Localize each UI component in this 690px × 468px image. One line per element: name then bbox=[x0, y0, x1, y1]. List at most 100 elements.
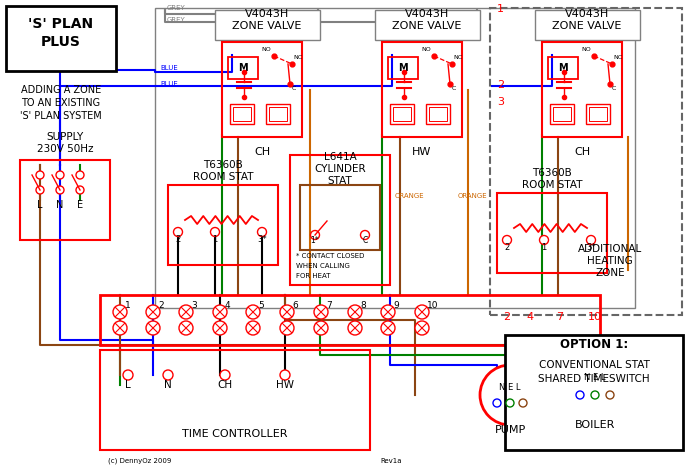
Circle shape bbox=[173, 227, 182, 236]
Text: C: C bbox=[362, 236, 368, 245]
Text: ORANGE: ORANGE bbox=[395, 193, 424, 199]
Text: E: E bbox=[77, 200, 83, 210]
Circle shape bbox=[415, 305, 429, 319]
Text: * CONTACT CLOSED: * CONTACT CLOSED bbox=[296, 253, 364, 259]
Text: V4043H: V4043H bbox=[245, 9, 289, 19]
Bar bbox=[586, 104, 610, 124]
Text: NC: NC bbox=[613, 55, 622, 60]
Text: ROOM STAT: ROOM STAT bbox=[522, 180, 582, 190]
Circle shape bbox=[36, 186, 44, 194]
Circle shape bbox=[56, 171, 64, 179]
Text: ZONE VALVE: ZONE VALVE bbox=[233, 21, 302, 31]
Circle shape bbox=[163, 370, 173, 380]
Text: L: L bbox=[37, 200, 43, 210]
Bar bbox=[548, 57, 578, 79]
Bar bbox=[382, 42, 462, 137]
Text: WHEN CALLING: WHEN CALLING bbox=[296, 263, 350, 269]
Text: SHARED TIMESWITCH: SHARED TIMESWITCH bbox=[538, 374, 650, 384]
Text: 7: 7 bbox=[556, 312, 564, 322]
Bar bbox=[553, 107, 571, 121]
Circle shape bbox=[360, 231, 370, 240]
Text: ADDITIONAL: ADDITIONAL bbox=[578, 244, 642, 254]
Bar bbox=[215, 10, 320, 40]
Bar bbox=[393, 107, 411, 121]
Text: 2: 2 bbox=[504, 312, 511, 322]
Text: 230V 50Hz: 230V 50Hz bbox=[37, 144, 93, 154]
Text: 3*: 3* bbox=[257, 235, 267, 244]
Bar bbox=[388, 57, 418, 79]
Text: 4: 4 bbox=[526, 312, 533, 322]
Text: NC: NC bbox=[453, 55, 462, 60]
Text: GREY: GREY bbox=[167, 5, 186, 11]
Text: PUMP: PUMP bbox=[494, 425, 526, 435]
Circle shape bbox=[480, 365, 540, 425]
Circle shape bbox=[348, 305, 362, 319]
Bar bbox=[230, 104, 254, 124]
Bar bbox=[426, 104, 450, 124]
Bar bbox=[6, 6, 116, 71]
Bar bbox=[550, 104, 574, 124]
Text: BLUE: BLUE bbox=[160, 65, 178, 71]
Circle shape bbox=[280, 321, 294, 335]
Text: SUPPLY: SUPPLY bbox=[46, 132, 83, 142]
Text: C: C bbox=[452, 86, 456, 91]
Text: 2: 2 bbox=[175, 235, 181, 244]
Text: 2: 2 bbox=[504, 243, 510, 252]
Text: T6360B: T6360B bbox=[532, 168, 572, 178]
Text: 'S' PLAN SYSTEM: 'S' PLAN SYSTEM bbox=[20, 111, 102, 121]
Text: ZONE VALVE: ZONE VALVE bbox=[393, 21, 462, 31]
Text: M: M bbox=[238, 63, 248, 73]
Text: N E L: N E L bbox=[500, 383, 521, 392]
Circle shape bbox=[123, 370, 133, 380]
Text: L641A: L641A bbox=[324, 152, 356, 162]
Text: NO: NO bbox=[581, 47, 591, 52]
Text: FOR HEAT: FOR HEAT bbox=[296, 273, 331, 279]
Circle shape bbox=[76, 186, 84, 194]
Text: HEATING: HEATING bbox=[587, 256, 633, 266]
Text: N E L: N E L bbox=[584, 373, 606, 382]
Text: NO: NO bbox=[422, 47, 431, 52]
Text: L: L bbox=[125, 380, 131, 390]
Text: TO AN EXISTING: TO AN EXISTING bbox=[21, 98, 101, 108]
Bar bbox=[233, 107, 251, 121]
Text: 1: 1 bbox=[497, 4, 504, 14]
Text: HW: HW bbox=[413, 147, 432, 157]
Circle shape bbox=[146, 305, 160, 319]
Text: ZONE: ZONE bbox=[595, 268, 625, 278]
Bar bbox=[542, 42, 622, 137]
Text: CH: CH bbox=[217, 380, 233, 390]
Text: BOILER: BOILER bbox=[575, 420, 615, 430]
Text: ZONE VALVE: ZONE VALVE bbox=[552, 21, 622, 31]
Bar bbox=[100, 295, 600, 345]
Bar bbox=[535, 10, 640, 40]
Text: ADDING A ZONE: ADDING A ZONE bbox=[21, 85, 101, 95]
Text: TIME CONTROLLER: TIME CONTROLLER bbox=[182, 429, 288, 439]
Circle shape bbox=[314, 321, 328, 335]
Text: M: M bbox=[558, 63, 568, 73]
Circle shape bbox=[415, 321, 429, 335]
Text: 5: 5 bbox=[258, 301, 264, 310]
Circle shape bbox=[348, 321, 362, 335]
Text: 3: 3 bbox=[497, 97, 504, 107]
Bar bbox=[565, 358, 625, 413]
Text: 10: 10 bbox=[588, 312, 602, 322]
Text: V4043H: V4043H bbox=[405, 9, 449, 19]
Circle shape bbox=[280, 370, 290, 380]
Text: CONVENTIONAL STAT: CONVENTIONAL STAT bbox=[539, 360, 649, 370]
Bar bbox=[266, 104, 290, 124]
Circle shape bbox=[56, 186, 64, 194]
Circle shape bbox=[213, 321, 227, 335]
Circle shape bbox=[591, 391, 599, 399]
Circle shape bbox=[246, 321, 260, 335]
Circle shape bbox=[179, 321, 193, 335]
Circle shape bbox=[502, 235, 511, 244]
Text: 10: 10 bbox=[427, 301, 439, 310]
Text: ORANGE: ORANGE bbox=[458, 193, 488, 199]
Bar bbox=[429, 107, 447, 121]
Text: NC: NC bbox=[293, 55, 302, 60]
Text: 3: 3 bbox=[191, 301, 197, 310]
Bar bbox=[155, 8, 635, 308]
Bar bbox=[290, 155, 390, 285]
Circle shape bbox=[179, 305, 193, 319]
Bar bbox=[269, 107, 287, 121]
